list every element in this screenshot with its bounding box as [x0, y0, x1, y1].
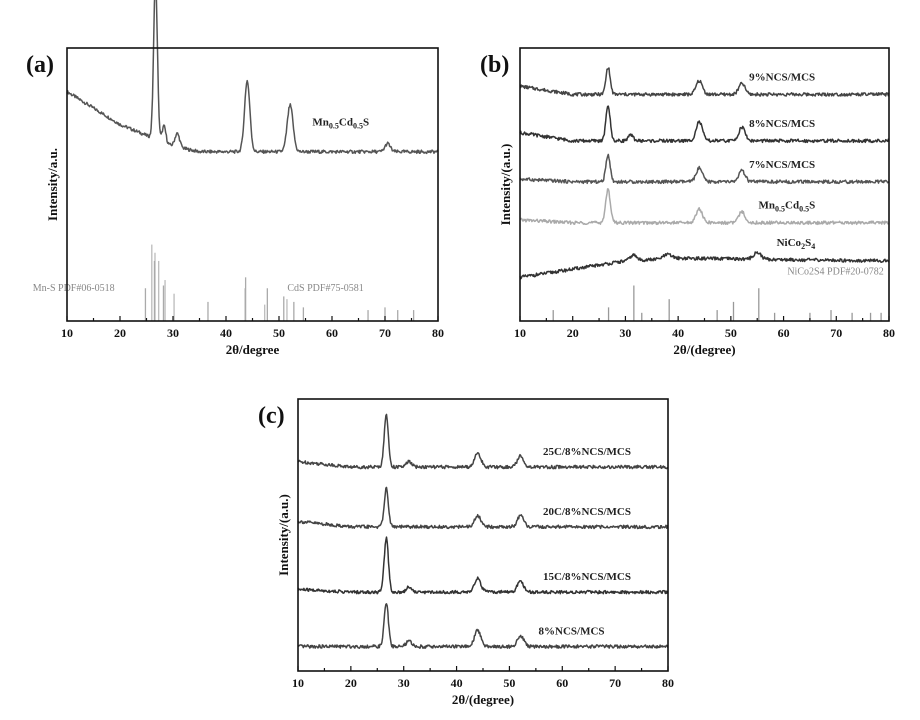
x-tick-label: 70 — [609, 676, 621, 690]
panel-a-curve-0 — [67, 0, 438, 153]
panel-b-series-2: 7%NCS/MCS — [520, 154, 889, 183]
panel-a-reference-label-1: CdS PDF#75-0581 — [287, 283, 363, 294]
x-tick-label: 10 — [61, 326, 73, 340]
x-tick-label: 10 — [292, 676, 304, 690]
panel-c-curve-0 — [298, 414, 668, 468]
panel-b-series-label-1: 8%NCS/MCS — [749, 118, 815, 130]
x-tick-label: 50 — [273, 326, 285, 340]
panel-b-reference-label-0: NiCo2S4 PDF#20-0782 — [787, 267, 883, 278]
x-tick-label: 50 — [503, 676, 515, 690]
panel-b-curve-2 — [520, 154, 889, 183]
x-tick-label: 20 — [114, 326, 126, 340]
panel-a-reference-label-0: Mn-S PDF#06-0518 — [33, 283, 115, 294]
x-tick-label: 80 — [883, 326, 895, 340]
panel-b-frame — [520, 48, 889, 321]
panel-c-series-2: 15C/8%NCS/MCS — [298, 537, 668, 594]
panel-a-ylabel: Intensity/a.u. — [45, 148, 60, 221]
panel-b-series-1: 8%NCS/MCS — [520, 106, 889, 142]
x-tick-label: 10 — [514, 326, 526, 340]
panel-a-reference-1: CdS PDF#75-0581 — [145, 261, 413, 321]
panel-b-curve-1 — [520, 106, 889, 142]
panel-a-reference-0: Mn-S PDF#06-0518 — [33, 245, 287, 321]
panel-c-label: (c) — [258, 403, 285, 429]
panel-b-series-label-3: Mn0.5Cd0.5S — [759, 200, 816, 214]
panel-b-series-3: Mn0.5Cd0.5S — [520, 189, 889, 225]
x-tick-label: 40 — [451, 676, 463, 690]
panel-c-curve-3 — [298, 604, 668, 648]
panel-c-series-label-1: 20C/8%NCS/MCS — [543, 506, 631, 518]
panel-b-xlabel: 2θ/(degree) — [673, 342, 735, 357]
x-tick-label: 40 — [672, 326, 684, 340]
panel-c-series-1: 20C/8%NCS/MCS — [298, 487, 668, 528]
panel-c: (c) 25C/8%NCS/MCS 20C/8%NCS/MCS 15C/8%NCS/M… — [258, 399, 674, 707]
panel-c-series-label-0: 25C/8%NCS/MCS — [543, 446, 631, 458]
panel-b: (b) NiCo2S4 PDF#20-0782 9%NCS/MCS 8%NCS/MCS… — [480, 48, 895, 357]
panel-b-label: (b) — [480, 52, 509, 78]
x-tick-label: 70 — [379, 326, 391, 340]
panel-b-ylabel: Intensity/(a.u.) — [498, 144, 513, 226]
panel-c-curve-2 — [298, 537, 668, 594]
panel-a-series-label-0: Mn0.5Cd0.5S — [312, 117, 369, 131]
panel-c-xlabel: 2θ/(degree) — [452, 692, 514, 707]
x-tick-label: 30 — [167, 326, 179, 340]
panel-b-curve-0 — [520, 68, 889, 96]
panel-a: (a) Mn-S PDF#06-0518 CdS PDF#75-0581 Mn0.5C… — [26, 0, 444, 357]
x-tick-label: 60 — [556, 676, 568, 690]
x-tick-label: 50 — [725, 326, 737, 340]
panel-a-frame — [67, 48, 438, 321]
x-tick-label: 30 — [619, 326, 631, 340]
x-tick-label: 20 — [345, 676, 357, 690]
x-tick-label: 80 — [432, 326, 444, 340]
panel-c-ylabel: Intensity/(a.u.) — [276, 494, 291, 576]
panel-b-curve-3 — [520, 189, 889, 225]
panel-b-series-label-0: 9%NCS/MCS — [749, 71, 815, 83]
panel-c-series-3: 8%NCS/MCS — [298, 604, 668, 648]
panel-c-series-label-3: 8%NCS/MCS — [539, 626, 605, 638]
panel-a-series-0: Mn0.5Cd0.5S — [67, 0, 438, 153]
panel-c-series-label-2: 15C/8%NCS/MCS — [543, 571, 631, 583]
x-tick-label: 30 — [398, 676, 410, 690]
panel-a-xlabel: 2θ/degree — [226, 342, 280, 357]
panel-a-label: (a) — [26, 52, 54, 78]
x-tick-label: 70 — [830, 326, 842, 340]
panel-b-series-label-4: NiCo2S4 — [777, 237, 816, 251]
panel-b-reference-0: NiCo2S4 PDF#20-0782 — [553, 267, 884, 321]
panel-b-series-label-2: 7%NCS/MCS — [749, 159, 815, 171]
x-tick-label: 40 — [220, 326, 232, 340]
x-tick-label: 60 — [326, 326, 338, 340]
x-tick-label: 80 — [662, 676, 674, 690]
panel-b-series-0: 9%NCS/MCS — [520, 68, 889, 96]
x-tick-label: 20 — [567, 326, 579, 340]
panel-c-frame — [298, 399, 668, 671]
panel-c-series-0: 25C/8%NCS/MCS — [298, 414, 668, 468]
x-tick-label: 60 — [778, 326, 790, 340]
